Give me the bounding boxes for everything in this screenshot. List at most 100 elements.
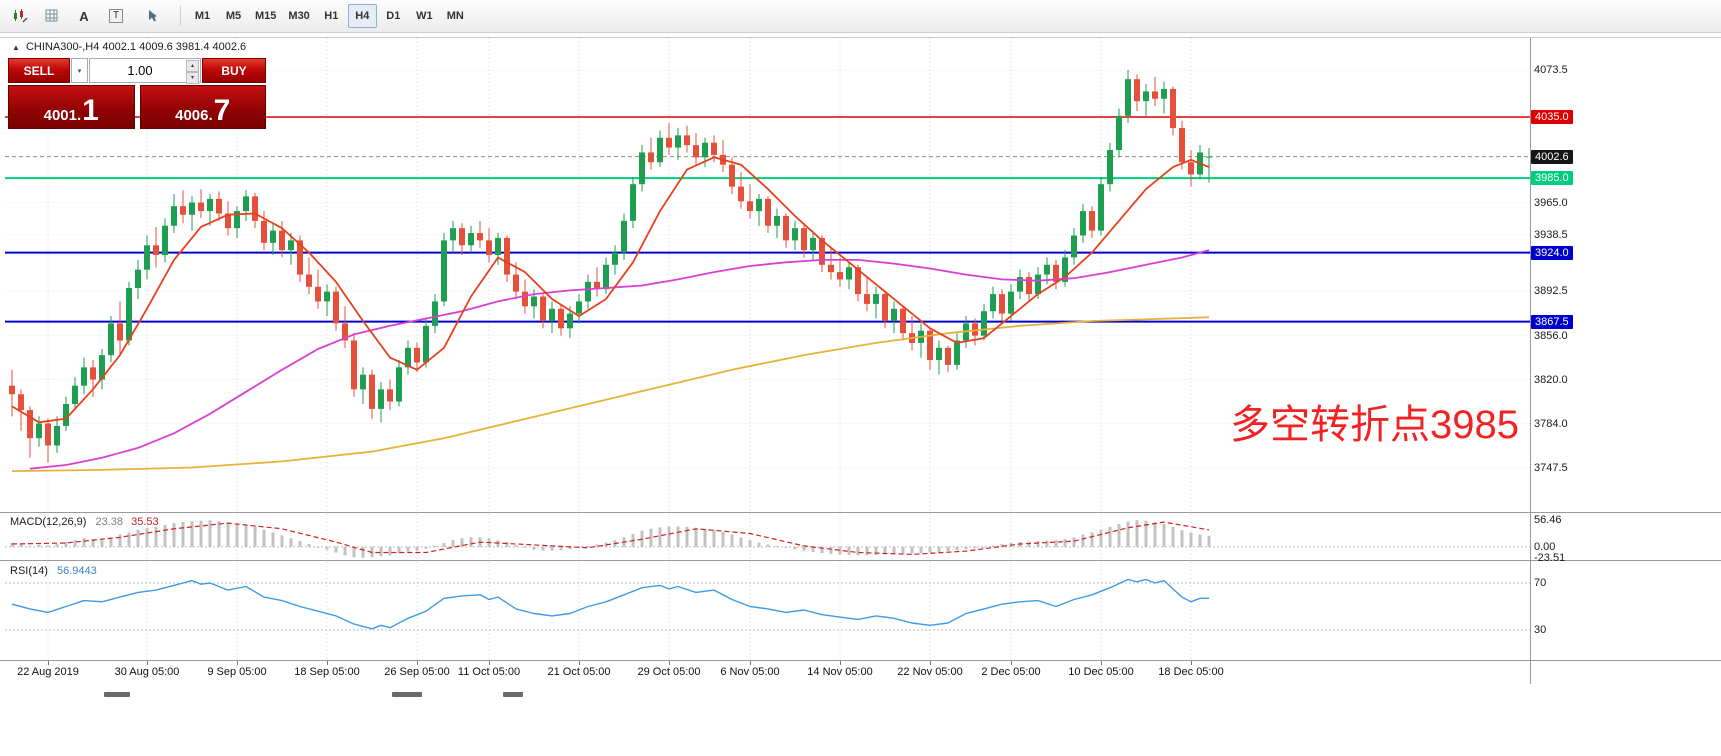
price-label: 3938.5 <box>1534 228 1568 241</box>
macd-bar <box>1045 540 1049 547</box>
macd-bar <box>415 546 419 551</box>
cursor-arrow-icon <box>149 10 157 22</box>
price-chart[interactable] <box>5 38 1530 512</box>
timeframe-m15[interactable]: M15 <box>250 4 281 28</box>
macd-histogram <box>10 520 1211 558</box>
text-label-tool-button[interactable]: T <box>101 2 131 30</box>
macd-bar <box>514 544 518 547</box>
macd-bar <box>1081 534 1085 547</box>
macd-bar <box>37 544 41 547</box>
rsi-indicator-panel[interactable] <box>5 562 1530 660</box>
macd-bar <box>1117 524 1121 547</box>
candle-body <box>117 323 123 341</box>
price-label: 3985.0 <box>1531 171 1573 186</box>
ma-fast-line <box>11 156 1210 424</box>
candle-body <box>495 237 501 256</box>
candle-body <box>846 267 852 280</box>
candle-body <box>684 135 690 146</box>
candle-body <box>396 367 402 402</box>
candle-body <box>324 291 330 302</box>
timeframe-m30[interactable]: M30 <box>283 4 314 28</box>
date-label: 21 Oct 05:00 <box>547 666 611 678</box>
candle-body <box>513 274 519 292</box>
sell-button[interactable]: SELL <box>8 58 70 83</box>
timeframe-d1[interactable]: D1 <box>379 4 408 28</box>
candle-body <box>63 403 69 426</box>
buy-button[interactable]: BUY <box>202 58 266 83</box>
candle-body <box>90 367 96 380</box>
candle-body <box>603 264 609 290</box>
candle-body <box>207 198 213 212</box>
candle-body <box>837 272 843 280</box>
symbol-period-label: CHINA300-,H4 <box>25 41 100 53</box>
candle-body <box>81 367 87 386</box>
spinner-down-icon[interactable]: ▾ <box>186 72 199 84</box>
price-label: 3820.0 <box>1534 373 1568 386</box>
timeframe-w1[interactable]: W1 <box>410 4 439 28</box>
candle-body <box>612 252 618 265</box>
macd-bar <box>334 546 338 553</box>
price-label: 3867.5 <box>1531 314 1573 329</box>
volume-input[interactable] <box>90 59 200 82</box>
candle-body <box>567 313 573 329</box>
candle-body <box>576 301 582 314</box>
timeframe-m5[interactable]: M5 <box>219 4 248 28</box>
date-tick <box>840 661 841 665</box>
candle-body <box>693 145 699 158</box>
candle-body <box>72 385 78 404</box>
macd-bar <box>811 546 815 553</box>
macd-bar <box>1063 539 1067 547</box>
partial-taskbar-item <box>503 692 523 697</box>
candle-body <box>1116 115 1122 151</box>
indicator-grid-icon[interactable] <box>37 2 67 30</box>
chart-objects-icon[interactable] <box>5 2 35 30</box>
rsi-value: 56.9443 <box>56 565 97 577</box>
volume-dropdown-button[interactable]: ▾ <box>71 58 88 83</box>
timeframe-m1[interactable]: M1 <box>188 4 217 28</box>
macd-bar <box>1162 524 1166 547</box>
candle-body <box>54 425 60 446</box>
chart-top-border <box>0 37 1721 38</box>
spinner-up-icon[interactable]: ▴ <box>186 60 199 72</box>
macd-bar <box>154 526 158 547</box>
macd-indicator-panel[interactable] <box>5 514 1530 560</box>
candle-body <box>1152 91 1158 99</box>
rsi-panel-splitter[interactable] <box>0 560 1721 561</box>
macd-bar <box>298 541 302 547</box>
macd-bar <box>901 546 905 554</box>
date-tick <box>579 661 580 665</box>
price-label: 4035.0 <box>1531 110 1573 125</box>
macd-bar <box>1036 541 1040 547</box>
date-tick <box>327 661 328 665</box>
font-tool-button[interactable]: A <box>69 2 99 30</box>
macd-bar <box>1135 520 1139 547</box>
candle-body <box>459 228 465 246</box>
date-label: 6 Nov 05:00 <box>720 666 780 678</box>
macd-bar <box>964 546 968 550</box>
macd-panel-splitter[interactable] <box>0 512 1721 513</box>
candle-body <box>405 347 411 368</box>
macd-bar <box>802 546 806 551</box>
ask-price-big-digit: 7 <box>213 94 231 128</box>
candle-body <box>1188 162 1194 175</box>
macd-signal-line <box>11 521 1210 556</box>
macd-scale-label: -23.51 <box>1534 551 1566 564</box>
macd-bar <box>1099 529 1103 547</box>
macd-bar <box>397 546 401 554</box>
candle-body <box>900 308 906 334</box>
timeframe-h4[interactable]: H4 <box>347 4 377 28</box>
candle-body <box>1044 264 1050 275</box>
cursor-tools-button[interactable]: ▾ <box>133 2 173 30</box>
macd-bar <box>550 546 554 551</box>
timeframe-h1[interactable]: H1 <box>317 4 346 28</box>
letter-a-icon: A <box>79 8 89 24</box>
one-click-trading-widget: SELL ▾ ▴ ▾ BUY 4001. 1 4006. 7 <box>8 58 266 129</box>
candle-body <box>936 347 942 361</box>
candle-body <box>1071 235 1077 258</box>
macd-bar <box>10 543 14 547</box>
date-label: 2 Dec 05:00 <box>981 666 1041 678</box>
candle-body <box>621 220 627 253</box>
timeframe-mn[interactable]: MN <box>441 4 470 28</box>
candle-body <box>945 347 951 365</box>
macd-bar <box>460 538 464 547</box>
